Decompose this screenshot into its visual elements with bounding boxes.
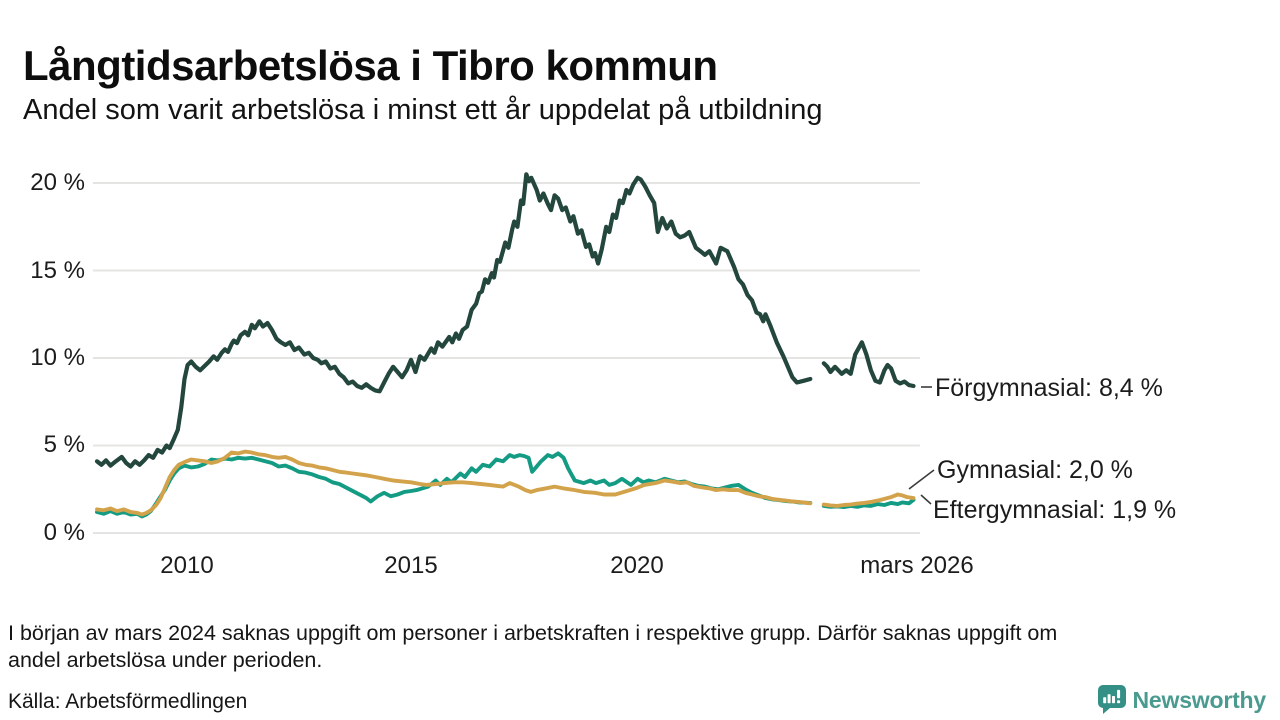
series-line-gymnasial [95, 449, 916, 517]
connector-eftergymnasial [920, 494, 932, 505]
y-tick-20: 20 % [30, 169, 85, 196]
newsworthy-logo: Newsworthy [1097, 685, 1267, 715]
y-tick-5: 5 % [43, 431, 85, 458]
series-lines [94, 172, 916, 519]
page-title: Långtidsarbetslösa i Tibro kommun [23, 42, 718, 90]
x-tick-2015: 2015 [384, 552, 438, 579]
series-label-eftergymnasial: Eftergymnasial: 1,9 % [933, 496, 1177, 524]
newsworthy-wordmark: Newsworthy [1132, 686, 1267, 713]
footnote-line-2: andel arbetslösa under perioden. [8, 648, 323, 672]
newsworthy-icon [1097, 685, 1126, 714]
x-tick-mars-2026: mars 2026 [860, 552, 974, 579]
y-tick-10: 10 % [30, 344, 85, 371]
source-note: Källa: Arbetsförmedlingen [8, 690, 248, 713]
x-tick-2010: 2010 [160, 552, 214, 579]
connector-gymnasial [908, 469, 935, 490]
footnote: I början av mars 2024 saknas uppgift om … [8, 620, 1263, 674]
y-tick-0: 0 % [43, 519, 85, 546]
x-tick-2020: 2020 [610, 552, 664, 579]
series-label-forgymnasial: Förgymnasial: 8,4 % [935, 374, 1163, 402]
chart-subtitle: Andel som varit arbetslösa i minst ett å… [23, 94, 823, 126]
series-line-förgymnasial [94, 172, 916, 469]
y-tick-15: 15 % [30, 257, 85, 284]
series-label-gymnasial: Gymnasial: 2,0 % [937, 456, 1133, 484]
annotation-connectors [908, 386, 935, 505]
footnote-line-1: I början av mars 2024 saknas uppgift om … [8, 621, 1058, 645]
